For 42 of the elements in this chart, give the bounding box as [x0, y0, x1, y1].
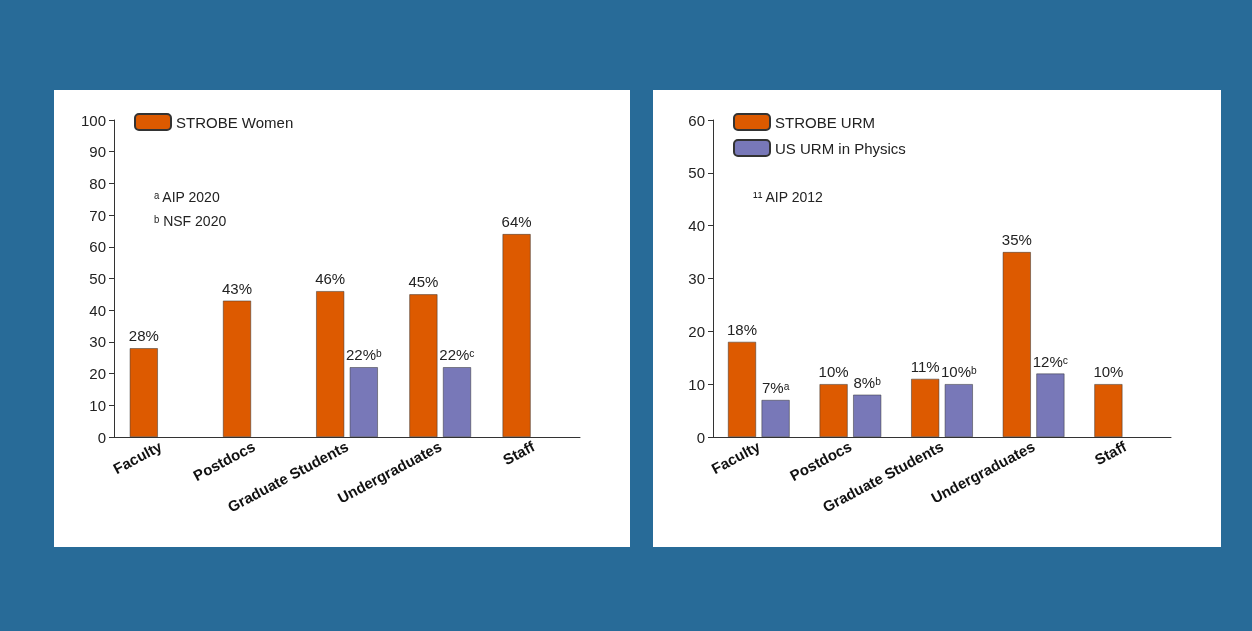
- y-tick-label: 40: [688, 217, 705, 235]
- y-tick-label: 0: [696, 428, 705, 446]
- legend-label: STROBE Women: [176, 113, 294, 131]
- y-tick-label: 60: [89, 238, 106, 256]
- data-label: 10%: [1093, 363, 1124, 381]
- data-label: 22%ᶜ: [439, 346, 475, 364]
- data-label: 12%ᶜ: [1032, 352, 1069, 370]
- y-tick-label: 90: [89, 143, 106, 161]
- legend-label: US URM in Physics: [775, 139, 906, 157]
- annotation: ¹¹ AIP 2012: [753, 189, 823, 205]
- y-tick-label: 0: [97, 428, 106, 446]
- data-label: 8%ᵇ: [853, 373, 882, 391]
- y-tick-label: 50: [688, 164, 705, 182]
- y-tick-label: 20: [89, 365, 106, 383]
- y-tick-label: 40: [89, 301, 106, 319]
- y-tick-label: 70: [89, 206, 106, 224]
- y-tick-label: 50: [89, 270, 106, 287]
- y-tick-label: 10: [89, 396, 106, 414]
- data-label: 35%: [1001, 231, 1032, 249]
- data-label: 11%: [910, 357, 940, 375]
- x-tick-label: Staff: [499, 437, 539, 469]
- y-tick-label: 10: [688, 375, 705, 393]
- legend-label: STROBE URM: [775, 113, 876, 131]
- data-label: 22%ᵇ: [345, 346, 382, 364]
- x-tick-label: Staff: [1091, 437, 1131, 469]
- annotation: ᵇ NSF 2020: [154, 213, 227, 229]
- annotation: ᵃ AIP 2020: [154, 189, 220, 205]
- data-label: 10%ᵇ: [940, 363, 977, 381]
- y-tick-label: 20: [688, 322, 705, 340]
- data-label: 45%: [408, 273, 439, 291]
- y-tick-label: 100: [80, 111, 106, 129]
- data-label: 64%: [501, 213, 532, 231]
- y-tick-label: 30: [688, 270, 705, 287]
- data-label: 46%: [315, 270, 346, 288]
- y-tick-label: 80: [89, 174, 106, 192]
- data-label: 10%: [818, 363, 849, 381]
- data-label: 43%: [221, 279, 253, 297]
- data-label: 7%ᵃ: [761, 379, 790, 397]
- data-label: 28%: [128, 327, 159, 345]
- data-label: 18%: [726, 320, 758, 338]
- y-tick-label: 30: [89, 333, 106, 351]
- y-tick-label: 60: [688, 111, 705, 129]
